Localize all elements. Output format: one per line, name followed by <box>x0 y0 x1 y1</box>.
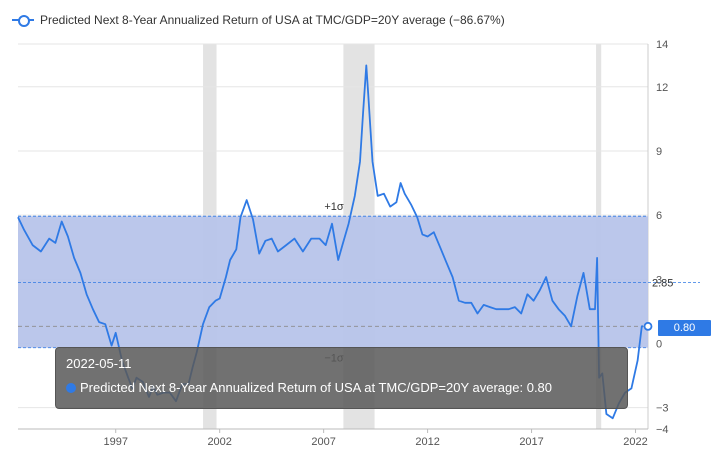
y-tick-label: 14 <box>656 39 668 51</box>
y-tick-label: −4 <box>656 424 669 436</box>
y-tick-label: 0 <box>656 338 662 350</box>
tooltip-row: Predicted Next 8-Year Annualized Return … <box>66 378 617 398</box>
line-circle-marker-icon <box>12 14 34 27</box>
y-tick-label: 9 <box>656 146 662 158</box>
x-tick-label: 2007 <box>311 436 335 448</box>
mean-label: 2.85 <box>652 277 673 289</box>
upper-sigma-label: +1σ <box>324 201 344 213</box>
tooltip-series-label: Predicted Next 8-Year Annualized Return … <box>80 380 520 395</box>
tooltip-value: 0.80 <box>526 380 553 395</box>
tooltip-separator: : <box>519 380 527 395</box>
tooltip-date: 2022-05-11 <box>66 356 132 371</box>
x-tick-label: 2017 <box>519 436 543 448</box>
y-tick-label: −3 <box>656 403 669 415</box>
x-tick-label: 2012 <box>415 436 439 448</box>
x-tick-label: 2002 <box>207 436 231 448</box>
y-tick-label: 3 <box>656 274 662 286</box>
current-value-badge: 0.80 <box>658 320 711 336</box>
series-dot-icon <box>66 383 76 393</box>
y-tick-label: 12 <box>656 82 668 94</box>
current-point-marker <box>643 321 653 331</box>
legend-label: Predicted Next 8-Year Annualized Return … <box>40 13 505 27</box>
sigma-band <box>18 216 648 348</box>
y-tick-label: 6 <box>656 210 662 222</box>
x-tick-label: 1997 <box>103 436 127 448</box>
x-tick-label: 2022 <box>623 436 647 448</box>
chart-legend[interactable]: Predicted Next 8-Year Annualized Return … <box>12 10 505 30</box>
chart-tooltip: 2022-05-11 Predicted Next 8-Year Annuali… <box>55 347 628 409</box>
